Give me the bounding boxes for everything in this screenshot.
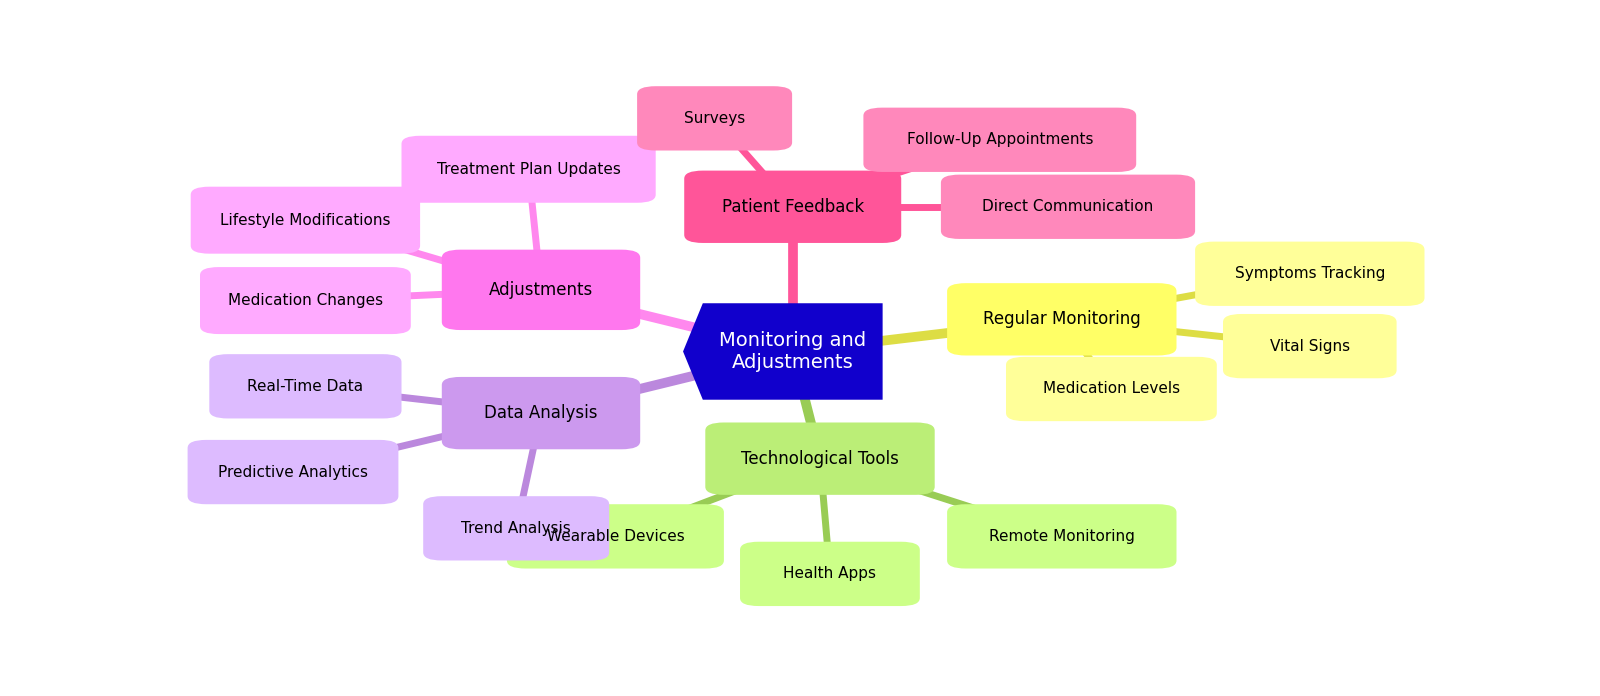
FancyBboxPatch shape: [422, 496, 610, 560]
FancyBboxPatch shape: [941, 175, 1195, 239]
Text: Treatment Plan Updates: Treatment Plan Updates: [437, 161, 621, 177]
FancyBboxPatch shape: [200, 267, 411, 334]
FancyBboxPatch shape: [1195, 242, 1424, 306]
FancyBboxPatch shape: [187, 440, 398, 504]
FancyBboxPatch shape: [637, 86, 792, 150]
FancyBboxPatch shape: [442, 250, 640, 330]
FancyBboxPatch shape: [1222, 314, 1397, 378]
Text: Vital Signs: Vital Signs: [1270, 339, 1350, 354]
FancyBboxPatch shape: [706, 422, 934, 495]
FancyBboxPatch shape: [402, 136, 656, 203]
FancyBboxPatch shape: [741, 541, 920, 606]
FancyBboxPatch shape: [442, 377, 640, 450]
FancyBboxPatch shape: [864, 108, 1136, 172]
FancyBboxPatch shape: [1006, 357, 1218, 421]
FancyBboxPatch shape: [190, 187, 421, 253]
Text: Medication Levels: Medication Levels: [1043, 381, 1179, 397]
Text: Wearable Devices: Wearable Devices: [547, 529, 685, 544]
Text: Monitoring and
Adjustments: Monitoring and Adjustments: [718, 331, 866, 372]
Text: Direct Communication: Direct Communication: [982, 199, 1154, 214]
Text: Adjustments: Adjustments: [490, 281, 594, 299]
Text: Follow-Up Appointments: Follow-Up Appointments: [907, 132, 1093, 148]
Text: Remote Monitoring: Remote Monitoring: [989, 529, 1134, 544]
Text: Health Apps: Health Apps: [784, 567, 877, 581]
Text: Data Analysis: Data Analysis: [485, 404, 598, 422]
Text: Lifestyle Modifications: Lifestyle Modifications: [221, 213, 390, 228]
Polygon shape: [683, 303, 883, 400]
Text: Trend Analysis: Trend Analysis: [461, 521, 571, 536]
FancyBboxPatch shape: [210, 354, 402, 418]
Text: Real-Time Data: Real-Time Data: [248, 379, 363, 394]
Text: Surveys: Surveys: [683, 111, 746, 126]
FancyBboxPatch shape: [507, 504, 723, 569]
Text: Patient Feedback: Patient Feedback: [722, 198, 864, 216]
Text: Predictive Analytics: Predictive Analytics: [218, 464, 368, 480]
Text: Regular Monitoring: Regular Monitoring: [982, 310, 1141, 329]
Text: Symptoms Tracking: Symptoms Tracking: [1235, 267, 1386, 281]
Text: Technological Tools: Technological Tools: [741, 450, 899, 468]
FancyBboxPatch shape: [947, 283, 1176, 356]
FancyBboxPatch shape: [685, 171, 901, 243]
Text: Medication Changes: Medication Changes: [227, 293, 382, 308]
FancyBboxPatch shape: [947, 504, 1176, 569]
